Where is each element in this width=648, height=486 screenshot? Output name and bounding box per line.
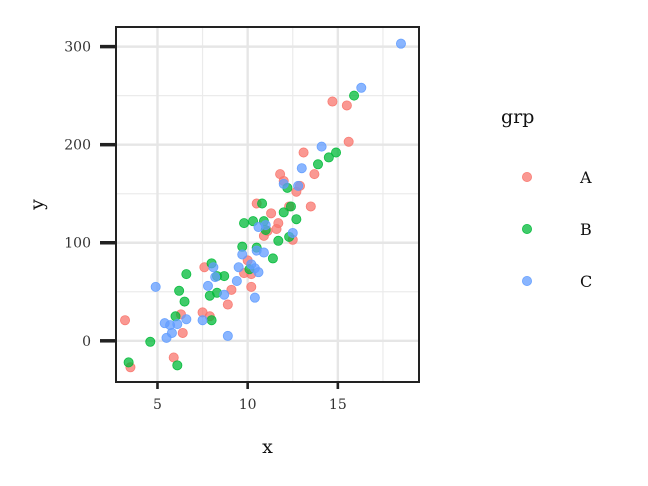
legend-title: grp <box>501 106 534 128</box>
data-point-A <box>226 284 237 295</box>
legend-key-A <box>522 171 533 182</box>
data-point-A <box>305 201 316 212</box>
data-point-B <box>331 147 342 158</box>
data-point-C <box>278 178 289 189</box>
data-point-B <box>239 218 250 229</box>
y-tick-label: 300 <box>64 40 91 56</box>
legend-label-A: A <box>579 168 592 187</box>
data-point-B <box>257 198 268 209</box>
data-point-B <box>278 207 289 218</box>
data-point-A <box>341 100 352 111</box>
data-point-B <box>291 214 302 225</box>
data-point-B <box>174 285 185 296</box>
data-point-C <box>237 249 248 260</box>
data-point-C <box>258 247 269 258</box>
data-point-C <box>222 330 233 341</box>
data-point-B <box>172 360 183 371</box>
legend-key-B <box>522 223 533 234</box>
data-point-C <box>233 262 244 273</box>
y-tick-label: 0 <box>82 334 91 350</box>
legend-label-C: C <box>580 272 592 291</box>
data-point-A <box>327 96 338 107</box>
data-point-C <box>150 281 161 292</box>
data-point-C <box>219 289 230 300</box>
legend-key-C <box>522 275 533 286</box>
data-point-B <box>219 271 230 282</box>
data-point-C <box>166 327 177 338</box>
data-point-C <box>316 141 327 152</box>
data-point-C <box>395 38 406 49</box>
data-point-B <box>273 235 284 246</box>
x-tick-label: 5 <box>153 397 162 413</box>
data-point-A <box>273 218 284 229</box>
data-points <box>120 38 406 373</box>
data-point-C <box>253 267 264 278</box>
data-point-C <box>296 163 307 174</box>
data-point-B <box>179 296 190 307</box>
data-point-B <box>123 357 134 368</box>
data-point-B <box>181 269 192 280</box>
data-point-A <box>246 281 257 292</box>
data-point-A <box>343 136 354 147</box>
data-point-A <box>222 299 233 310</box>
data-point-B <box>312 159 323 170</box>
data-point-A <box>266 208 277 219</box>
y-axis-title: y <box>26 199 48 211</box>
data-point-B <box>206 315 217 326</box>
data-point-C <box>356 82 367 93</box>
data-point-C <box>231 275 242 286</box>
data-point-B <box>267 253 278 264</box>
data-point-C <box>293 180 304 191</box>
data-point-A <box>120 315 131 326</box>
y-tick-label: 200 <box>64 138 91 154</box>
legend: grp A B C <box>501 106 592 291</box>
y-tick-label: 100 <box>64 236 91 252</box>
data-point-C <box>287 227 298 238</box>
panel-border <box>115 26 420 383</box>
data-point-B <box>323 152 334 163</box>
data-point-C <box>202 280 213 291</box>
data-point-C <box>210 272 221 283</box>
grid <box>116 27 419 382</box>
legend-label-B: B <box>580 220 592 239</box>
data-point-C <box>181 314 192 325</box>
data-point-C <box>197 315 208 326</box>
data-point-B <box>145 336 156 347</box>
x-tick-label: 15 <box>329 397 347 413</box>
data-point-A <box>177 327 188 338</box>
data-point-B <box>285 201 296 212</box>
data-point-A <box>309 169 320 180</box>
data-point-C <box>208 262 219 273</box>
axes: 5 10 15 0 100 200 300 <box>64 40 346 413</box>
data-point-C <box>249 292 260 303</box>
data-point-C <box>260 220 271 231</box>
data-point-A <box>298 147 309 158</box>
data-point-B <box>349 90 360 101</box>
data-point-C <box>172 319 183 330</box>
x-tick-label: 10 <box>239 397 257 413</box>
x-axis-title: x <box>262 436 273 458</box>
